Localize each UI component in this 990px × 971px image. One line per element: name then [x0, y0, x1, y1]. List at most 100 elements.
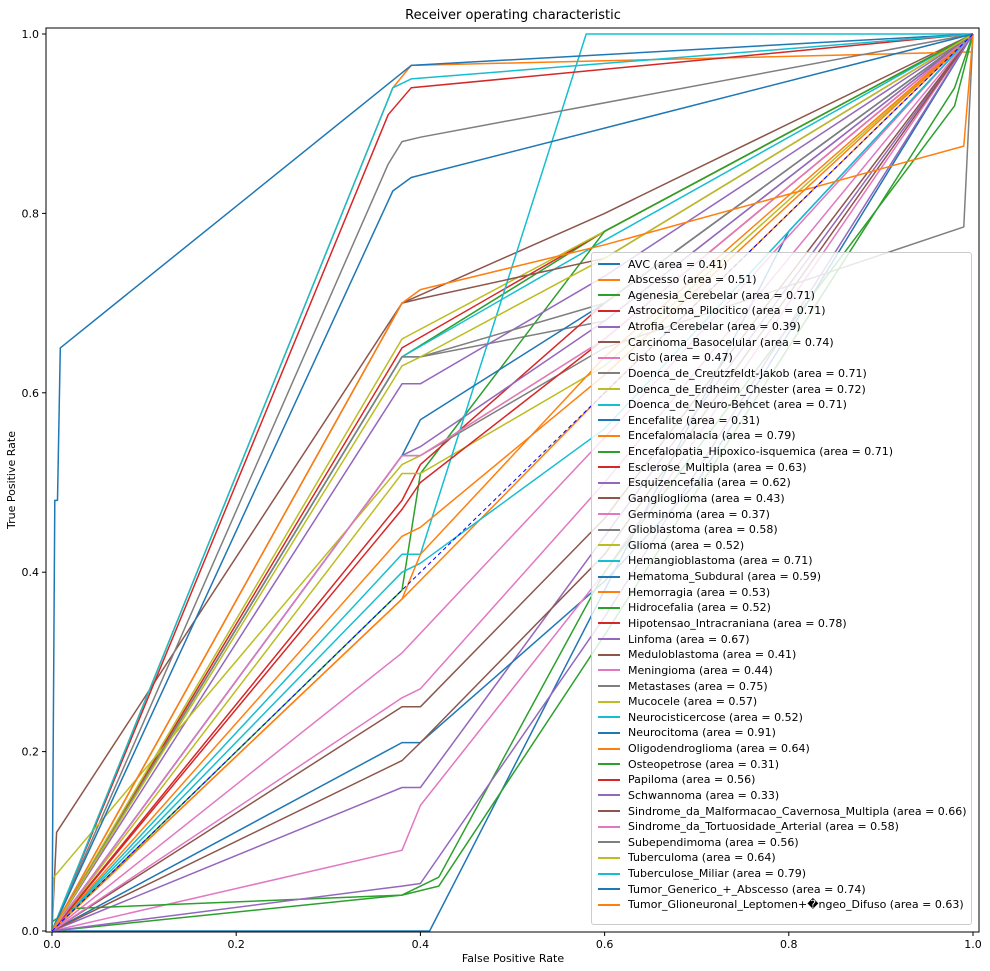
legend-swatch: [598, 872, 620, 875]
legend-swatch: [598, 575, 620, 578]
legend-item: Ganglioglioma (area = 0.43): [598, 491, 785, 505]
legend-swatch: [598, 731, 620, 734]
legend-item: Schwannoma (area = 0.33): [598, 788, 779, 802]
legend-item: Hematoma_Subdural (area = 0.59): [598, 570, 821, 584]
legend-swatch: [598, 309, 620, 312]
legend-item: Neurocitoma (area = 0.91): [598, 726, 776, 740]
roc-curve-27: [51, 33, 974, 932]
legend-item: Metastases (area = 0.75): [598, 679, 768, 693]
plot-area: [51, 33, 974, 932]
legend-swatch: [598, 856, 620, 859]
legend-item: Glioblastoma (area = 0.58): [598, 523, 778, 537]
legend-swatch: [598, 825, 620, 828]
legend-label: Meningioma (area = 0.44): [628, 663, 773, 677]
legend-label: Metastases (area = 0.75): [628, 679, 768, 693]
legend-label: Tuberculose_Miliar (area = 0.79): [628, 867, 807, 881]
legend-label: Hematoma_Subdural (area = 0.59): [628, 570, 822, 584]
legend-item: Linfoma (area = 0.67): [598, 632, 750, 646]
legend-label: Glioblastoma (area = 0.58): [628, 523, 778, 537]
chance-reference-line: [51, 33, 974, 932]
legend-swatch: [598, 810, 620, 813]
legend-swatch: [598, 419, 620, 422]
legend-swatch: [598, 372, 620, 375]
legend-swatch: [598, 888, 620, 891]
legend-item: Osteopetrose (area = 0.31): [598, 757, 779, 771]
legend-swatch: [598, 763, 620, 766]
legend-swatch: [598, 481, 620, 484]
roc-curve-24: [51, 33, 974, 932]
legend-label: Encefalite (area = 0.31): [628, 413, 760, 427]
legend-swatch: [598, 778, 620, 781]
legend-label: Subependimoma (area = 0.56): [628, 835, 799, 849]
legend-label: Hemorragia (area = 0.53): [628, 585, 771, 599]
roc-curve-41: [51, 33, 974, 932]
legend-swatch: [598, 622, 620, 625]
legend: AVC (area = 0.41) Abscesso (area = 0.51) A…: [591, 252, 972, 925]
legend-swatch: [598, 325, 620, 328]
legend-label: Tumor_Generico_+_Abscesso (area = 0.74): [628, 882, 866, 896]
legend-item: Subependimoma (area = 0.56): [598, 835, 799, 849]
roc-curve-30: [51, 33, 974, 932]
legend-swatch: [598, 669, 620, 672]
legend-swatch: [598, 685, 620, 687]
roc-curve-38: [51, 33, 974, 932]
legend-label: Abscesso (area = 0.51): [628, 273, 757, 287]
legend-item: Papiloma (area = 0.56): [598, 773, 755, 787]
legend-swatch: [598, 591, 620, 594]
legend-label: Ganglioglioma (area = 0.43): [628, 491, 785, 505]
y-tick-label: 1.0: [22, 28, 40, 41]
legend-swatch: [598, 559, 620, 562]
axes: 0.0 0.2 0.4 0.6 0.8 1.0 0.0 0.2 0.4 0.6 0.8 1.0: [22, 27, 982, 951]
legend-swatch: [598, 294, 620, 297]
y-tick-label: 0.0: [22, 925, 40, 938]
legend-item: Tumor_Generico_+_Abscesso (area = 0.74): [598, 882, 866, 896]
y-tick-label: 0.6: [22, 387, 40, 400]
x-tick-label: 0.4: [412, 938, 430, 951]
legend-swatch: [598, 700, 620, 703]
legend-item: Oligodendroglioma (area = 0.64): [598, 742, 810, 756]
legend-label: Neurocitoma (area = 0.91): [628, 726, 776, 740]
legend-swatch: [598, 544, 620, 547]
legend-label: Germinoma (area = 0.37): [628, 507, 770, 521]
legend-label: Mucocele (area = 0.57): [628, 695, 758, 709]
legend-swatch: [598, 450, 620, 453]
legend-item: Esclerose_Multipla (area = 0.63): [598, 460, 807, 474]
legend-label: AVC (area = 0.41): [628, 257, 728, 271]
legend-label: Encefalopatia_Hipoxico-isquemica (area =…: [628, 445, 894, 459]
x-tick-label: 1.0: [964, 938, 982, 951]
legend-swatch: [598, 841, 620, 844]
legend-item: Esquizencefalia (area = 0.62): [598, 476, 791, 490]
legend-item: Hemangioblastoma (area = 0.71): [598, 554, 813, 568]
legend-label: Encefalomalacia (area = 0.79): [628, 429, 796, 443]
axes-frame: [45, 27, 980, 933]
legend-label: Neurocisticercose (area = 0.52): [628, 710, 803, 724]
legend-swatch: [598, 653, 620, 656]
legend-item: Encefalopatia_Hipoxico-isquemica (area =…: [598, 445, 893, 459]
roc-curve-23: [51, 33, 974, 932]
y-axis-label: True Positive Rate: [5, 431, 18, 530]
legend-label: Schwannoma (area = 0.33): [628, 788, 780, 802]
roc-curve-6: [51, 33, 974, 932]
legend-swatch: [598, 278, 620, 281]
legend-item: Glioma (area = 0.52): [598, 538, 744, 552]
legend-item: Astrocitoma_Pilocitico (area = 0.71): [598, 304, 825, 318]
legend-item: Tumor_Glioneuronal_Leptomen+�ngeo_Difuso…: [598, 898, 964, 912]
legend-label: Esclerose_Multipla (area = 0.63): [628, 460, 807, 474]
legend-item: Meduloblastoma (area = 0.41): [598, 648, 796, 662]
legend-swatch: [598, 747, 620, 750]
legend-item: Cisto (area = 0.47): [598, 351, 733, 365]
legend-label: Carcinoma_Basocelular (area = 0.74): [628, 335, 834, 349]
legend-label: Oligodendroglioma (area = 0.64): [628, 742, 810, 756]
legend-label: Agenesia_Cerebelar (area = 0.71): [628, 288, 815, 302]
legend-swatch: [598, 513, 620, 516]
legend-swatch: [598, 434, 620, 437]
legend-item: Carcinoma_Basocelular (area = 0.74): [598, 335, 834, 349]
legend-item: AVC (area = 0.41): [598, 257, 727, 271]
legend-swatch: [598, 466, 620, 469]
legend-label: Osteopetrose (area = 0.31): [628, 757, 780, 771]
legend-swatch: [598, 388, 620, 391]
legend-label: Sindrome_da_Malformacao_Cavernosa_Multip…: [628, 804, 967, 818]
roc-curve-31: [51, 33, 974, 932]
legend-item: Tuberculoma (area = 0.64): [598, 851, 776, 865]
